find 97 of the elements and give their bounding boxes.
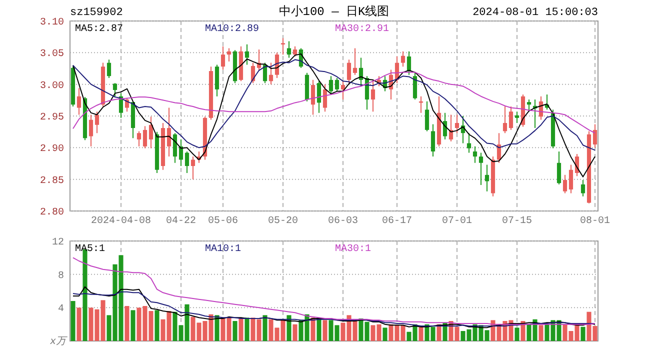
candlestick [328,76,334,94]
text: MA5:1 [75,244,106,255]
y-tick-label: 2.80 [40,208,64,218]
candlestick [322,84,328,112]
x-tick-label: 07-01 [442,216,472,227]
text: MA30:1 [335,244,372,255]
candlestick [508,106,514,130]
bar [382,328,388,341]
candlestick [400,50,406,68]
candlestick [466,132,472,154]
bar [244,318,250,341]
candlestick [442,112,448,140]
bar [292,324,298,341]
candlestick [148,116,154,149]
candlestick [268,62,274,85]
candlestick [286,40,292,58]
candlestick [184,150,190,174]
y-tick-label: 12 [52,238,64,248]
y-tick-label: 2.85 [40,176,64,187]
candlestick [142,126,148,149]
candlestick [280,38,286,56]
candlestick [94,111,100,134]
x-tick-label: 05-20 [268,216,298,227]
y-tick-label: 4 [58,304,64,316]
y-tick-label: 3.05 [40,49,64,60]
y-tick-label: 3.00 [40,80,64,92]
y-tick-label: 3.10 [40,18,64,28]
candlestick [430,124,436,158]
chart-title: 中小100 — 日K线图 [278,5,390,19]
bar [514,328,520,341]
bar [130,310,136,341]
bar [154,310,160,341]
candlestick [562,174,568,194]
candlestick [334,78,340,92]
text: MA10:1 [205,244,242,255]
candlestick [106,59,112,78]
candlestick [226,48,232,62]
candlestick [172,132,178,164]
y-tick-label: 8 [58,270,64,282]
bar [418,326,424,341]
candlestick [220,46,226,70]
x-tick-label: 06-17 [382,216,412,227]
candlestick [112,82,118,97]
y-tick-label: 2.95 [40,112,64,124]
candlestick [424,100,430,132]
bar [262,315,268,341]
y-tick-label: 2.90 [40,144,64,156]
y-axis-title: x万 [48,336,68,348]
bar [322,320,328,341]
bar [310,318,316,341]
x-tick-label: 08-01 [580,216,610,227]
candlestick [136,130,142,147]
candlestick [556,150,562,185]
candlestick [526,99,532,112]
candlestick [292,46,298,57]
candlestick [76,88,82,116]
candlestick [316,80,322,114]
text: MA30:2.91 [335,24,390,35]
line-series [72,257,596,325]
candlestick [340,80,346,100]
bar [238,318,244,341]
candlestick [214,64,220,97]
x-tick-label: 05-06 [208,216,238,227]
x-tick-label: 06-03 [328,216,358,227]
bar [70,301,76,341]
text: MA10:2.89 [205,24,260,35]
candlestick [352,48,358,76]
candlestick [370,79,376,112]
bar [124,306,130,341]
candlestick [592,124,598,148]
candlestick [568,164,574,194]
bar [538,325,544,341]
bar [76,308,82,341]
bar [232,321,238,341]
candlestick [310,79,316,116]
candlestick [478,152,484,186]
candlestick [514,111,520,124]
text: MA5:2.87 [75,24,124,35]
candlestick [406,50,412,76]
candlestick [580,179,586,197]
candlestick [88,114,94,147]
candlestick [454,114,460,134]
text: 2024-08-01 15:00:03 [472,7,598,19]
x-tick-label: 07-15 [502,216,532,227]
candlestick [346,59,352,84]
candlestick [244,44,250,66]
candlestick [484,164,490,192]
candlestick [502,106,508,134]
candlestick [190,156,196,180]
bar [286,315,292,341]
x-tick-label: 2024-04-08 [90,216,152,227]
bar [580,326,586,341]
candlestick [472,146,478,164]
candlestick [412,72,418,100]
chart-subtitle: sz159902 [70,7,123,19]
candlestick [166,107,172,158]
x-tick-label: 04-22 [166,216,196,227]
